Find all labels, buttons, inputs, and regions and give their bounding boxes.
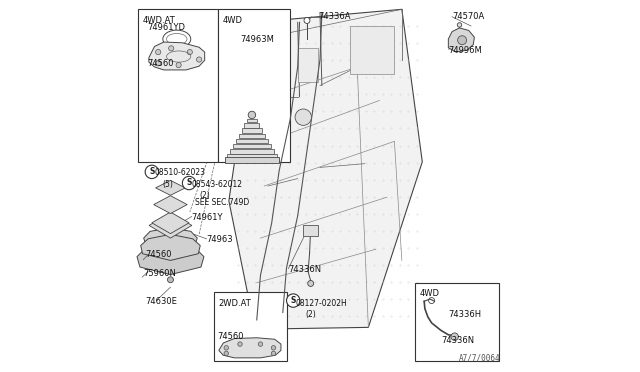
Text: 75960N: 75960N [143,269,176,278]
Circle shape [271,346,276,350]
Text: 74336A: 74336A [318,12,351,21]
Bar [218,9,291,162]
Text: SEE SEC.749D: SEE SEC.749D [195,198,250,207]
Circle shape [187,49,193,55]
Text: (2): (2) [199,191,210,200]
Text: 74961Y: 74961Y [191,213,223,222]
Circle shape [224,346,228,350]
Circle shape [182,176,196,190]
Text: 4WD.AT: 4WD.AT [142,16,175,25]
Bar [233,144,271,148]
Circle shape [458,36,467,45]
Circle shape [224,351,228,356]
Polygon shape [219,338,281,358]
Circle shape [451,333,458,340]
Circle shape [308,280,314,286]
Text: S: S [149,167,154,176]
Bar [230,149,275,154]
Circle shape [457,23,461,27]
Polygon shape [149,42,205,70]
Text: S: S [291,296,296,305]
Text: 74963: 74963 [207,235,233,244]
Circle shape [248,111,255,119]
Polygon shape [229,9,422,329]
Text: 74996M: 74996M [449,46,482,55]
Polygon shape [449,28,474,52]
Circle shape [145,165,159,179]
Text: 08510-62023: 08510-62023 [154,169,205,177]
Circle shape [304,17,310,23]
Circle shape [305,18,310,23]
Polygon shape [149,213,192,238]
Text: 74630E: 74630E [145,297,177,306]
Text: A7/7/0064: A7/7/0064 [459,354,500,363]
Circle shape [168,277,173,283]
Bar [349,26,394,74]
Text: 08127-0202H: 08127-0202H [296,299,348,308]
Circle shape [295,109,312,125]
Bar [225,157,278,163]
Polygon shape [152,212,189,234]
Circle shape [287,294,300,307]
Circle shape [168,46,174,51]
Bar [236,139,268,143]
Bar [138,9,218,162]
Polygon shape [141,234,200,260]
Polygon shape [154,196,187,214]
Bar [303,225,318,236]
Polygon shape [156,180,186,195]
Text: (5): (5) [162,180,173,189]
Circle shape [196,57,202,62]
Text: 74961YD: 74961YD [147,23,185,32]
Circle shape [156,61,161,66]
Polygon shape [137,246,204,275]
Polygon shape [143,228,197,251]
Circle shape [271,351,276,356]
Bar [227,154,277,158]
Circle shape [176,62,181,68]
Bar [244,123,259,128]
Circle shape [238,342,243,346]
Bar [415,283,499,361]
Text: 74570A: 74570A [452,12,484,21]
Bar [239,134,265,138]
Bar [242,128,262,133]
Text: 74560: 74560 [147,59,173,68]
Text: 4WD: 4WD [222,16,242,25]
Bar [214,292,287,361]
Text: 74336N: 74336N [289,265,321,274]
Text: 08543-62012: 08543-62012 [191,180,243,189]
Text: 4WD: 4WD [419,289,439,298]
Text: 74560: 74560 [145,250,172,259]
Text: (2): (2) [305,310,316,319]
Bar [298,48,318,82]
Bar [247,119,257,122]
Circle shape [156,49,161,55]
Text: S: S [186,178,192,187]
Text: 74336N: 74336N [441,336,474,345]
Circle shape [259,342,262,346]
Text: 74560: 74560 [218,332,244,341]
Text: 74963M: 74963M [240,35,274,44]
Text: 74336H: 74336H [449,310,481,319]
Text: 2WD.AT: 2WD.AT [218,299,251,308]
